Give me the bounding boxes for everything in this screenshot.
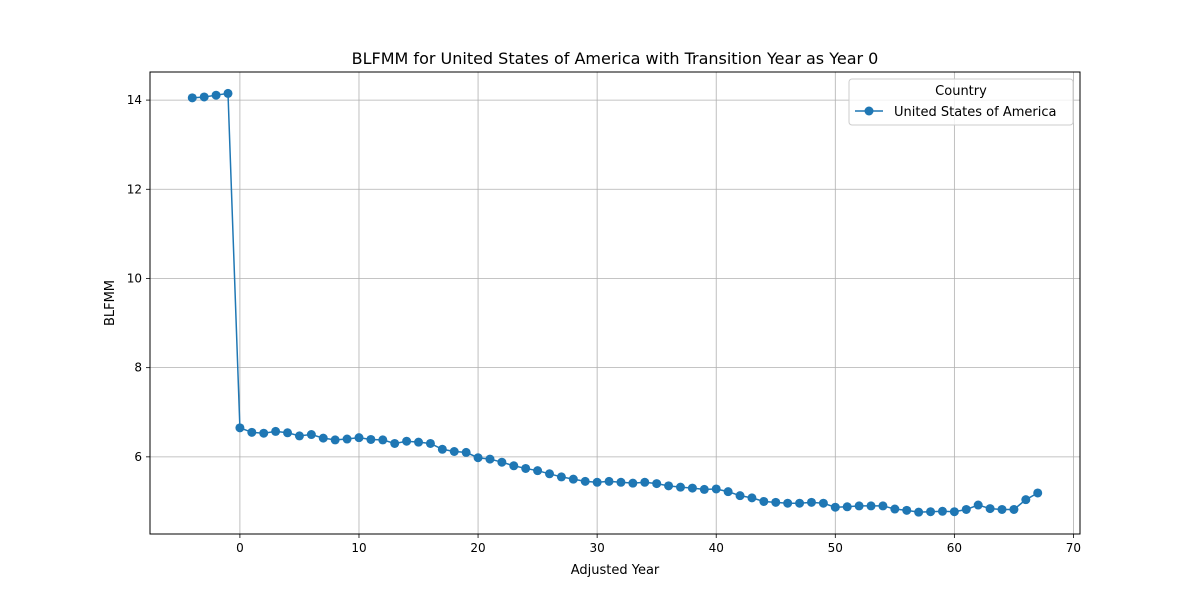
data-point — [461, 447, 471, 457]
x-tick-label: 0 — [236, 541, 244, 555]
y-axis-label: BLFMM — [103, 280, 118, 326]
data-point — [616, 477, 626, 487]
data-point — [747, 493, 757, 503]
data-point — [699, 484, 709, 494]
data-point — [366, 434, 376, 444]
x-axis-label: Adjusted Year — [571, 563, 660, 578]
y-axis-ticks: 6 8 10 12 14 — [127, 93, 150, 464]
data-point — [521, 463, 531, 473]
data-point — [890, 504, 900, 514]
data-point — [985, 504, 995, 514]
data-point — [735, 491, 745, 501]
data-point — [830, 502, 840, 512]
data-point — [390, 438, 400, 448]
data-point — [294, 431, 304, 441]
data-point — [878, 501, 888, 511]
legend-entry-label: United States of America — [894, 105, 1056, 120]
data-point — [497, 457, 507, 467]
data-point — [342, 434, 352, 444]
data-point — [437, 444, 447, 454]
data-point — [592, 477, 602, 487]
data-point — [1021, 495, 1031, 505]
data-point — [223, 88, 233, 98]
legend-title: Country — [935, 84, 987, 99]
x-tick-label: 40 — [709, 541, 724, 555]
data-point — [318, 433, 328, 443]
data-point — [354, 433, 364, 443]
x-tick-label: 70 — [1066, 541, 1081, 555]
data-point — [926, 507, 936, 517]
data-point — [664, 481, 674, 491]
grid-lines — [150, 72, 1080, 534]
x-tick-label: 20 — [470, 541, 485, 555]
data-point — [568, 474, 578, 484]
data-point — [235, 423, 245, 433]
data-point — [711, 484, 721, 494]
y-tick-label: 8 — [134, 361, 142, 375]
data-point — [783, 498, 793, 508]
data-point — [687, 483, 697, 493]
data-point — [283, 428, 293, 438]
data-point — [187, 93, 197, 103]
data-point — [937, 506, 947, 516]
data-point — [449, 447, 459, 456]
chart-title: BLFMM for United States of America with … — [352, 49, 879, 68]
series-layer — [187, 88, 1043, 517]
data-point — [806, 497, 816, 507]
data-point — [1009, 504, 1019, 514]
data-point — [1033, 488, 1043, 498]
data-point — [604, 476, 614, 486]
data-point — [628, 478, 638, 488]
data-point — [378, 435, 388, 445]
data-point — [330, 435, 340, 445]
data-point — [973, 500, 983, 510]
data-point — [759, 496, 769, 506]
data-point — [306, 430, 316, 440]
data-point — [723, 487, 733, 497]
x-axis-ticks: 0 10 20 30 40 50 60 70 — [236, 534, 1081, 555]
data-point — [997, 504, 1007, 514]
data-point — [473, 453, 483, 463]
data-point — [259, 428, 269, 438]
data-point — [545, 469, 555, 479]
data-point — [271, 426, 281, 436]
data-point — [556, 472, 566, 482]
data-point — [866, 501, 876, 511]
data-point — [652, 479, 662, 489]
data-point — [675, 482, 685, 492]
x-tick-label: 60 — [947, 541, 962, 555]
legend-box — [848, 78, 1074, 126]
data-point — [485, 454, 495, 464]
data-point — [771, 497, 781, 507]
data-point — [949, 507, 959, 517]
y-tick-label: 14 — [127, 93, 142, 107]
plot-frame — [149, 71, 1081, 535]
data-point — [414, 437, 424, 447]
data-point — [199, 92, 209, 102]
data-point — [247, 427, 257, 437]
data-point — [795, 498, 805, 508]
data-point — [842, 502, 852, 512]
legend-marker-swatch — [864, 106, 874, 116]
x-tick-label: 30 — [589, 541, 604, 555]
data-point — [902, 505, 912, 515]
data-point — [509, 461, 519, 471]
legend: Country United States of America — [848, 78, 1074, 126]
data-point — [580, 476, 590, 486]
data-point — [640, 477, 650, 487]
data-point — [425, 438, 435, 448]
data-point — [533, 466, 543, 476]
data-point — [961, 504, 971, 514]
y-tick-label: 6 — [134, 450, 142, 464]
data-point — [402, 436, 412, 446]
data-point — [914, 507, 924, 517]
data-point — [854, 501, 864, 511]
y-tick-label: 12 — [127, 182, 142, 196]
y-tick-label: 10 — [127, 271, 142, 285]
x-tick-label: 10 — [351, 541, 366, 555]
x-tick-label: 50 — [828, 541, 843, 555]
data-point — [818, 498, 828, 508]
data-point — [211, 90, 221, 100]
